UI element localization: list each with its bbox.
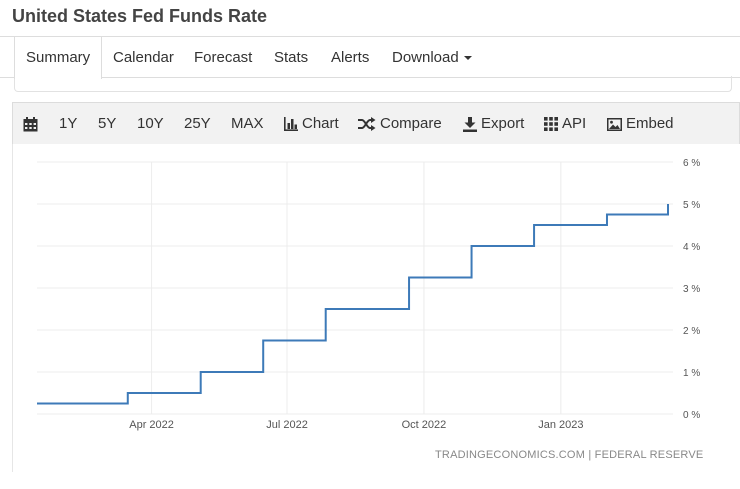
rate-series-line — [37, 204, 669, 405]
caret-down-icon — [463, 56, 472, 61]
compare-button[interactable]: Compare — [358, 103, 442, 145]
x-tick-label: Jan 2023 — [538, 419, 583, 431]
range-25y-button[interactable]: 25Y — [184, 115, 211, 132]
tab-bar: Summary Calendar Forecast Stats Alerts D… — [0, 36, 740, 79]
chart-type-button[interactable]: Chart — [284, 103, 339, 145]
summary-panel — [14, 76, 732, 92]
tab-calendar[interactable]: Calendar — [113, 49, 174, 66]
range-max-button[interactable]: MAX — [231, 115, 264, 132]
chart-credit: TRADINGECONOMICS.COM | FEDERAL RESERVE — [435, 449, 703, 461]
x-tick-label: Apr 2022 — [129, 419, 174, 431]
y-tick-label: 3 % — [683, 284, 700, 295]
export-label: Export — [481, 115, 525, 132]
y-tick-label: 1 % — [683, 368, 700, 379]
range-1y-button[interactable]: 1Y — [59, 115, 78, 132]
page-title: United States Fed Funds Rate — [12, 6, 268, 26]
api-button[interactable]: API — [544, 103, 586, 145]
credit-source[interactable]: TRADINGECONOMICS.COM — [435, 449, 586, 461]
range-10y-button[interactable]: 10Y — [137, 115, 164, 132]
image-icon — [607, 117, 622, 131]
grid-icon — [544, 117, 558, 131]
embed-button[interactable]: Embed — [607, 103, 674, 145]
x-tick-label: Jul 2022 — [266, 419, 308, 431]
rate-chart: 0 % 1 % 2 % 3 % 4 % 5 % 6 % Apr 2022 Jul 2022 Oct… — [37, 158, 700, 431]
y-tick-label: 2 % — [683, 326, 700, 337]
range-5y-button[interactable]: 5Y — [98, 115, 117, 132]
credit-provider: FEDERAL RESERVE — [594, 449, 704, 461]
tab-download-label: Download — [392, 49, 459, 66]
tab-download[interactable]: Download — [392, 37, 472, 78]
embed-label: Embed — [626, 115, 674, 132]
tab-summary[interactable]: Summary — [14, 37, 103, 79]
y-tick-label: 4 % — [683, 242, 700, 253]
calendar-button[interactable] — [23, 103, 42, 145]
x-tick-label: Oct 2022 — [402, 419, 447, 431]
chart-type-label: Chart — [302, 115, 339, 132]
tab-bar-divider — [0, 77, 740, 78]
y-tick-label: 0 % — [683, 410, 700, 421]
download-icon — [463, 116, 477, 132]
bar-chart-icon — [284, 117, 298, 131]
shuffle-icon — [358, 117, 376, 131]
api-label: API — [562, 115, 587, 132]
tab-alerts[interactable]: Alerts — [331, 49, 370, 66]
compare-label: Compare — [380, 115, 442, 132]
chart-toolbar: 1Y 5Y 10Y 25Y MAX Chart Compare Export — [12, 102, 740, 144]
tab-forecast[interactable]: Forecast — [194, 49, 253, 66]
tab-stats[interactable]: Stats — [274, 49, 309, 66]
credit-separator: | — [588, 449, 592, 461]
y-tick-label: 5 % — [683, 200, 700, 211]
y-tick-label: 6 % — [683, 158, 700, 169]
calendar-icon — [23, 116, 38, 131]
export-button[interactable]: Export — [463, 103, 524, 145]
chart-area: 0 % 1 % 2 % 3 % 4 % 5 % 6 % Apr 2022 Jul 2022 Oct… — [12, 144, 740, 472]
